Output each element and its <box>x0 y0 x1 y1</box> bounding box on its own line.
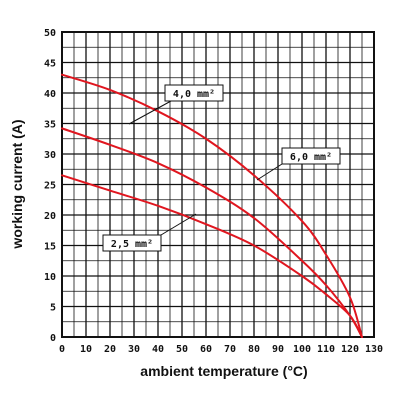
y-tick-label: 25 <box>44 181 56 192</box>
x-tick-label: 110 <box>317 344 335 355</box>
callout-box <box>102 234 162 252</box>
x-tick-label: 120 <box>341 344 359 355</box>
series-line-4mm2 <box>61 73 363 338</box>
callout-label: 4,0 mm² <box>173 89 215 100</box>
y-tick-label: 30 <box>44 150 56 161</box>
callout-6mm2: 6,0 mm² <box>281 147 341 165</box>
callout-leader-line <box>128 100 172 125</box>
x-tick-label: 40 <box>152 344 164 355</box>
grid <box>61 31 375 338</box>
y-tick-label: 45 <box>44 59 56 70</box>
series-line-2-5mm2 <box>61 174 363 338</box>
series-lines <box>61 73 363 338</box>
callout-leader-line <box>256 163 283 181</box>
x-tick-label: 70 <box>224 344 236 355</box>
x-tick-label: 90 <box>272 344 284 355</box>
callout-leader-line <box>160 213 197 236</box>
x-tick-label: 60 <box>200 344 212 355</box>
x-tick-label: 100 <box>293 344 311 355</box>
callouts: 4,0 mm² 6,0 mm² 2,5 mm² <box>102 84 341 252</box>
y-tick-label: 10 <box>44 272 56 283</box>
callout-label: 2,5 mm² <box>111 239 153 250</box>
callout-2-5mm2: 2,5 mm² <box>102 234 162 252</box>
callout-label: 6,0 mm² <box>290 152 332 163</box>
callout-box <box>281 147 341 165</box>
y-tick-label: 35 <box>44 120 56 131</box>
y-tick-label: 50 <box>44 28 56 39</box>
tick-labels: 0 10 20 30 40 50 60 70 80 90 100 110 120 130 0 5 10 15 20 2… <box>44 28 383 355</box>
series-line-6mm2 <box>61 127 363 338</box>
x-tick-label: 10 <box>80 344 92 355</box>
x-tick-label: 130 <box>365 344 383 355</box>
plot-frame <box>61 31 375 338</box>
y-tick-label: 20 <box>44 211 56 222</box>
x-tick-label: 20 <box>104 344 116 355</box>
callout-box <box>164 84 224 102</box>
callout-leaders <box>128 100 283 236</box>
x-tick-label: 80 <box>248 344 260 355</box>
x-tick-label: 0 <box>59 344 65 355</box>
y-tick-label: 5 <box>50 303 56 314</box>
y-axis-title: working current (A) <box>9 119 25 249</box>
callout-4mm2: 4,0 mm² <box>164 84 224 102</box>
x-axis-title: ambient temperature (°C) <box>140 363 307 379</box>
y-tick-label: 40 <box>44 89 56 100</box>
y-tick-label: 15 <box>44 242 56 253</box>
x-tick-label: 50 <box>176 344 188 355</box>
y-tick-label: 0 <box>50 333 56 344</box>
x-tick-label: 30 <box>128 344 140 355</box>
